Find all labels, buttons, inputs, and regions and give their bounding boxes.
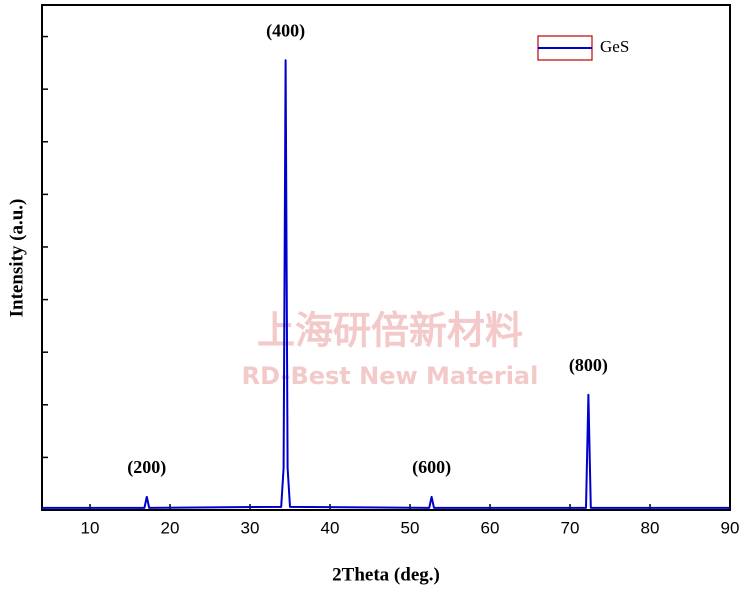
x-tick-label: 60 (481, 518, 500, 537)
x-tick-label: 40 (321, 518, 340, 537)
peak-label: (400) (266, 20, 305, 41)
x-axis-label: 2Theta (deg.) (332, 564, 440, 585)
y-axis-label: Intensity (a.u.) (6, 199, 27, 318)
x-tick-label: 50 (401, 518, 420, 537)
peak-label: (200) (127, 457, 166, 478)
peak-label: (800) (569, 355, 608, 376)
legend-label: GeS (600, 37, 629, 56)
x-tick-label: 80 (641, 518, 660, 537)
watermark: 上海研倍新材料 (257, 309, 523, 353)
x-tick-label: 70 (561, 518, 580, 537)
x-tick-label: 90 (721, 518, 740, 537)
peak-label: (600) (412, 457, 451, 478)
plot-frame (41, 4, 731, 511)
x-tick-label: 20 (161, 518, 180, 537)
data-line (42, 59, 730, 509)
watermark: RD-Best New Material (242, 362, 539, 390)
x-tick-label: 10 (81, 518, 100, 537)
x-tick-label: 30 (241, 518, 260, 537)
